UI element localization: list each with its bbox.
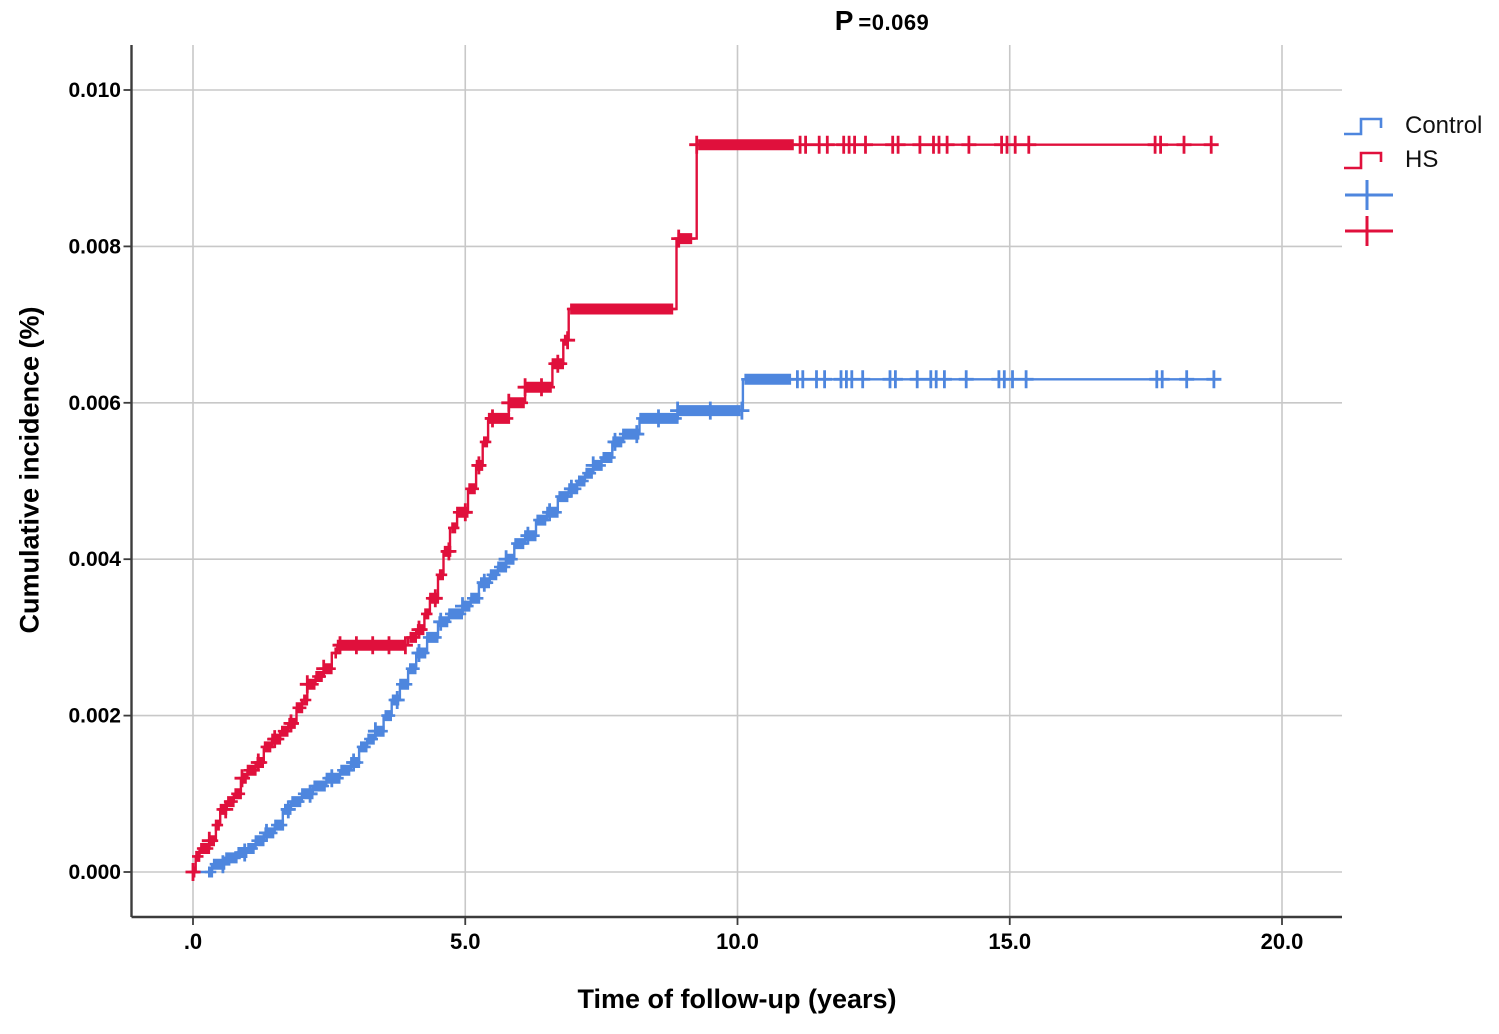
legend: Control HS (1341, 109, 1482, 249)
legend-control-censor-plus-icon (1345, 180, 1393, 210)
y-tick-label: 0.000 (68, 861, 121, 884)
legend-label-hs: HS (1405, 146, 1439, 173)
x-tick-label: 5.0 (450, 929, 481, 954)
control-censor-band-marks (204, 373, 795, 878)
title-p-symbol: P (834, 5, 854, 36)
legend-hs-censor-plus-icon (1345, 216, 1393, 246)
legend-item-control: Control (1341, 109, 1482, 143)
title-p-value: =0.069 (858, 10, 930, 35)
x-tick-label: 20.0 (1261, 929, 1304, 954)
y-tick-label: 0.006 (68, 392, 121, 415)
legend-label-control: Control (1405, 112, 1483, 139)
y-tick-label: 0.004 (68, 548, 121, 571)
x-tick-labels: .0 5.0 10.0 15.0 20.0 (184, 929, 1304, 954)
x-tick-label: 15.0 (988, 929, 1031, 954)
control-step-line (193, 378, 1220, 874)
tick-marks (123, 89, 1283, 925)
control-curve (193, 370, 1222, 878)
y-tick-label: 0.002 (68, 705, 121, 728)
x-tick-label: .0 (184, 929, 202, 954)
gridlines (131, 45, 1342, 917)
legend-item-hs: HS (1341, 143, 1482, 177)
legend-hs-step-icon (1344, 151, 1383, 170)
legend-control-step-icon (1344, 117, 1383, 136)
hs-censor-marks (185, 135, 1219, 881)
control-censor-marks (215, 370, 1222, 874)
x-axis-title: Time of follow-up (years) (577, 984, 897, 1014)
hs-curve (185, 135, 1219, 881)
x-tick-label: 10.0 (716, 929, 759, 954)
hs-censor-band-marks (189, 139, 797, 878)
legend-item-hs-censor (1341, 213, 1482, 249)
y-tick-label: 0.008 (68, 235, 121, 258)
y-tick-label: 0.010 (68, 79, 121, 102)
chart-title: P =0.069 (835, 5, 930, 37)
legend-item-control-censor (1341, 177, 1482, 213)
y-tick-labels: 0.000 0.002 0.004 0.006 0.008 0.010 (68, 79, 121, 884)
